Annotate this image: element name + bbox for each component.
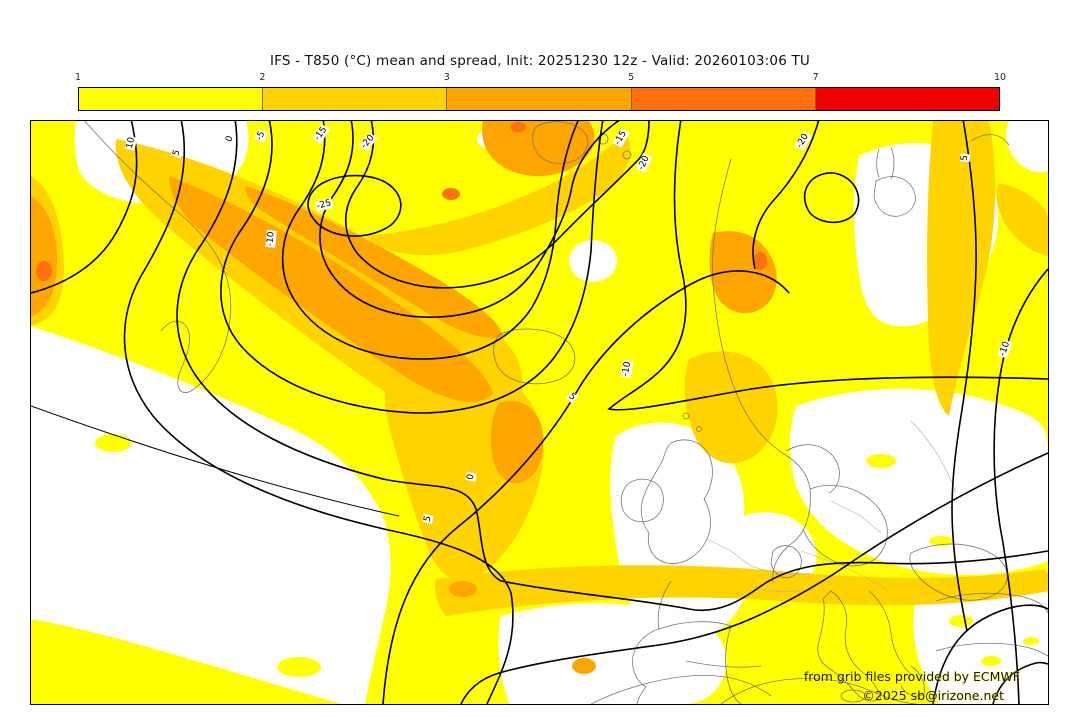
colorbar-segment — [631, 88, 816, 110]
colorbar-tick-label: 5 — [628, 72, 635, 83]
colorbar-segment — [447, 88, 632, 110]
contour-layer — [31, 121, 1048, 704]
colorbar-tick-label: 3 — [443, 72, 450, 83]
border-layer — [706, 420, 957, 593]
map-svg — [31, 121, 1048, 704]
colorbar-ticks: 1 2 3 5 7 10 — [74, 72, 1006, 85]
spread-fill-layer — [31, 121, 1048, 704]
coastline-layer — [84, 121, 1048, 704]
colorbar-tick-label: 2 — [259, 72, 266, 83]
attribution-source: from grib files provided by ECMWF — [803, 669, 1020, 684]
colorbar-tick-label: 10 — [993, 72, 1007, 83]
colorbar-wrap: 1 2 3 5 7 10 — [74, 72, 1006, 112]
map-frame: 10 5 0 -5 -10 -15 -20 -25 -15 -20 -20 5 -10 -10 5 0 5 fr… — [30, 120, 1049, 705]
colorbar-segment — [815, 88, 1000, 110]
colorbar-segment — [79, 88, 264, 110]
colorbar-segment — [263, 88, 448, 110]
colorbar-tick-label: 1 — [74, 72, 82, 83]
colorbar-tick-label: 7 — [812, 72, 819, 83]
chart-title: IFS - T850 (°C) mean and spread, Init: 2… — [269, 53, 811, 69]
attribution-copyright: ©2025 sb@irizone.net — [862, 688, 1004, 703]
colorbar — [78, 87, 1000, 111]
